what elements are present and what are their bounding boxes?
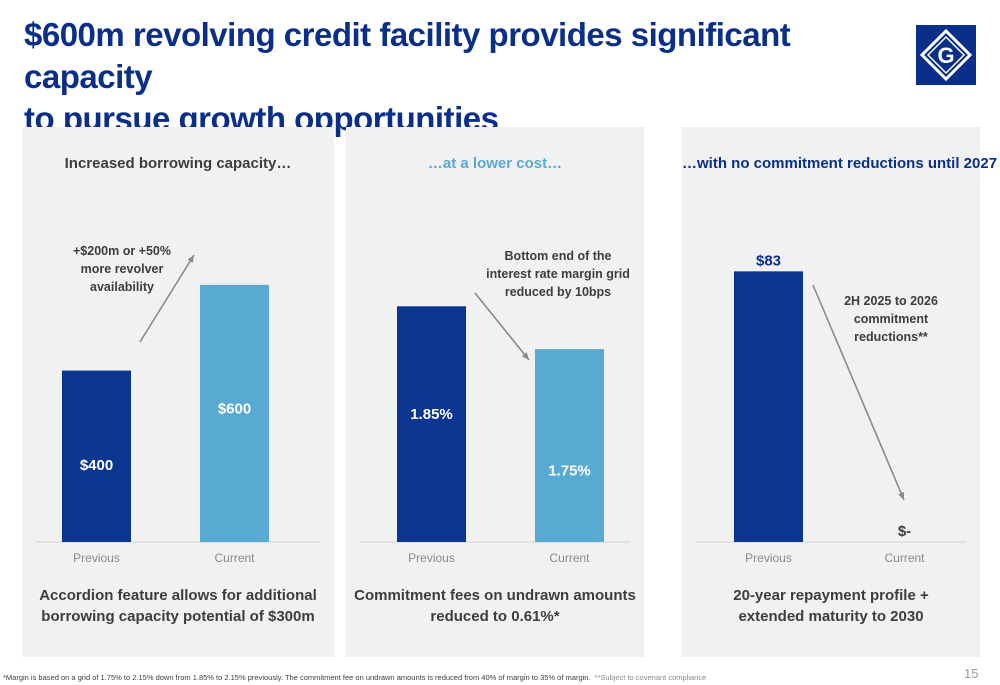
- page-number: 15: [964, 666, 979, 681]
- caption-line-2: reduced to 0.61%*: [430, 608, 560, 625]
- category-label: Current: [549, 551, 590, 565]
- panel-heading: …at a lower cost…: [427, 155, 563, 172]
- panel-heading: Increased borrowing capacity…: [64, 155, 292, 172]
- slide-title-line-1: $600m revolving credit facility provides…: [24, 16, 791, 95]
- annotation-line: commitment: [854, 312, 929, 326]
- caption-line-2: borrowing capacity potential of $300m: [41, 608, 315, 625]
- annotation-arrow-head: [187, 255, 194, 263]
- annotation-arrow-head: [521, 352, 529, 360]
- panel-commitment-reductions: …with no commitment reductions until 202…: [682, 127, 998, 657]
- annotation-arrow-line: [812, 284, 905, 501]
- annotation-line: reductions**: [854, 330, 928, 344]
- value-label: $600: [218, 400, 251, 417]
- annotation-line: interest rate margin grid: [486, 267, 630, 281]
- value-label: $400: [80, 457, 113, 474]
- panel-caption: Accordion feature allows for additional …: [22, 585, 334, 627]
- caption-line-1: 20-year repayment profile +: [733, 587, 929, 604]
- borrowing-capacity-chart: $400 Previous $600 Current +$200m or +50% mor…: [36, 244, 320, 565]
- category-label: Previous: [745, 551, 792, 565]
- annotation-arrow-line: [139, 254, 195, 343]
- panel-caption: Commitment fees on undrawn amounts reduc…: [346, 585, 644, 627]
- bar-previous: [397, 306, 466, 542]
- commitment-reductions-chart: $83 Previous $- Current 2H 2025 to 2026 commi…: [696, 252, 966, 565]
- footnote: *Margin is based on a grid of 1.75% to 2…: [3, 673, 706, 682]
- bar-previous: [734, 271, 803, 542]
- annotation-line: reduced by 10bps: [505, 285, 611, 299]
- annotation-line: Bottom end of the: [505, 249, 612, 263]
- lower-cost-chart: 1.85% Previous 1.75% Current Bottom end of t…: [360, 249, 630, 565]
- annotation-line: more revolver: [81, 262, 164, 276]
- value-label: 1.85%: [410, 406, 453, 423]
- bar-current: [200, 284, 269, 542]
- logo-letter: G: [937, 43, 954, 68]
- footnote-sub: **Subject to covenant compliance: [594, 673, 707, 682]
- annotation-arrow-line: [474, 292, 530, 361]
- category-label: Previous: [73, 551, 120, 565]
- value-label: 1.75%: [548, 463, 591, 480]
- bar-previous: [62, 370, 131, 542]
- footnote-main: *Margin is based on a grid of 1.75% to 2…: [3, 673, 591, 682]
- slide-title: $600m revolving credit facility provides…: [24, 14, 904, 140]
- annotation-line: +$200m or +50%: [73, 244, 171, 258]
- panel-heading: …with no commitment reductions until 202…: [682, 155, 998, 172]
- caption-line-2: extended maturity to 2030: [738, 608, 924, 625]
- panel-borrowing-capacity: Increased borrowing capacity… $400 Previo…: [22, 127, 334, 657]
- annotation-line: availability: [90, 280, 154, 294]
- value-label: $-: [898, 523, 911, 540]
- category-label: Previous: [408, 551, 455, 565]
- company-logo-icon: G: [916, 25, 976, 85]
- caption-line-1: Accordion feature allows for additional: [39, 587, 317, 604]
- panel-caption: 20-year repayment profile + extended mat…: [682, 585, 980, 627]
- bar-current: [535, 349, 604, 542]
- category-label: Current: [884, 551, 925, 565]
- caption-line-1: Commitment fees on undrawn amounts: [354, 587, 636, 604]
- annotation-arrow-head: [898, 492, 904, 500]
- panel-lower-cost: …at a lower cost… 1.85% Previous 1.75% Curr…: [346, 127, 644, 657]
- category-label: Current: [214, 551, 255, 565]
- value-label: $83: [756, 252, 781, 269]
- annotation-line: 2H 2025 to 2026: [844, 294, 938, 308]
